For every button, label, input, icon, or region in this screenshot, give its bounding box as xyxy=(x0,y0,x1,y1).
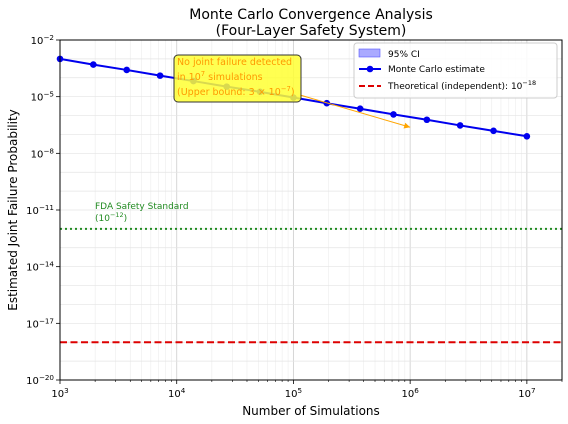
x-tick-label: 107 xyxy=(518,386,535,400)
legend-theory-label: Theoretical (independent): 10−18 xyxy=(387,79,536,92)
legend: 95% CI Monte Carlo estimate Theoretical … xyxy=(353,42,558,99)
annotation-arrow-head xyxy=(403,122,411,129)
y-axis-label: Estimated Joint Failure Probability xyxy=(6,109,20,311)
y-tick-label: 10−2 xyxy=(31,33,54,47)
fda-annotation-line-2: (10−12) xyxy=(95,211,127,224)
x-tick-label: 106 xyxy=(401,386,419,400)
no-failure-annotation: No joint failure detected in 107 simulat… xyxy=(173,54,411,129)
legend-mc-label: Monte Carlo estimate xyxy=(388,65,485,75)
data-point xyxy=(123,66,131,74)
x-axis-label: Number of Simulations xyxy=(242,404,380,418)
chart-title: Monte Carlo Convergence Analysis xyxy=(189,7,433,23)
y-tick-label: 10−14 xyxy=(26,260,54,274)
fda-annotation: FDA Safety Standard (10−12) xyxy=(95,202,189,224)
annotation-line-2: in 107 simulations xyxy=(177,70,263,83)
annotation-arrow xyxy=(299,94,411,128)
annotation-line-1: No joint failure detected xyxy=(177,57,292,68)
legend-frame xyxy=(353,42,558,99)
y-tick-label: 10−5 xyxy=(31,90,54,104)
data-point xyxy=(456,122,464,129)
legend-mc-marker xyxy=(366,65,374,73)
data-point xyxy=(523,132,531,140)
y-tick-label: 10−20 xyxy=(26,373,54,387)
y-tick-label: 10−8 xyxy=(31,146,55,160)
data-point xyxy=(356,105,364,113)
x-tick-label: 105 xyxy=(285,386,302,400)
y-axis-ticks: 10−20 10−17 10−14 10−11 10−8 10−5 10−2 xyxy=(26,33,60,387)
chart-subtitle: (Four-Layer Safety System) xyxy=(216,23,407,39)
fda-annotation-line-1: FDA Safety Standard xyxy=(95,202,189,212)
data-point xyxy=(90,61,97,68)
legend-ci-label: 95% CI xyxy=(388,50,420,60)
data-point xyxy=(423,116,431,124)
legend-ci-swatch xyxy=(358,48,381,58)
x-tick-label: 104 xyxy=(168,386,186,400)
x-tick-label: 103 xyxy=(51,386,68,400)
y-tick-label: 10−17 xyxy=(26,316,54,330)
data-point xyxy=(156,72,164,79)
data-point xyxy=(390,111,397,118)
y-tick-label: 10−11 xyxy=(26,203,54,217)
data-point xyxy=(490,127,497,135)
x-axis-ticks: 103 104 105 106 107 xyxy=(51,380,563,400)
annotation-line-3: (Upper bound: 3 × 10−7) xyxy=(177,85,295,98)
annotation-box xyxy=(173,54,302,103)
